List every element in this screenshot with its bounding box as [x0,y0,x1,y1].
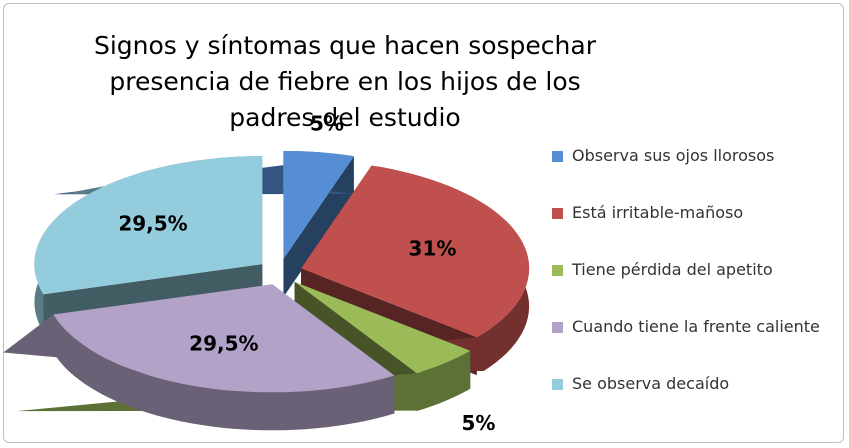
legend-label: Observa sus ojos llorosos [572,146,775,165]
slice-side [53,151,354,195]
slice-top [34,156,263,295]
legend-label: Está irritable-mañoso [572,203,744,222]
slice-top [53,284,395,393]
slice [3,284,395,431]
legend-label: Cuando tiene la frente caliente [572,317,820,336]
legend-label: Tiene pérdida del apetito [572,260,773,279]
legend-label: Se observa decaído [572,374,730,393]
legend-swatch [552,322,563,333]
legend-swatch [552,379,563,390]
data-label: 5% [310,111,344,135]
data-label: 5% [462,411,496,435]
slice-side [76,165,530,376]
chart-frame [3,3,844,443]
legend-item: Se observa decaído [548,373,843,430]
slice-side [3,314,395,431]
chart-title: Signos y síntomas que hacen sospechar pr… [93,31,596,132]
legend-item: Tiene pérdida del apetito [548,259,843,316]
legend-swatch [552,208,563,219]
slice-top [294,281,471,374]
legend-swatch [552,265,563,276]
data-label: 29,5% [189,331,258,355]
data-label: 31% [409,237,457,261]
data-label: 29,5% [118,212,187,236]
legend-item: Está irritable-mañoso [548,202,843,259]
slice-wall [283,156,354,297]
legend-item: Observa sus ojos llorosos [548,145,843,202]
legend-swatch [552,151,563,162]
slice-top [283,151,354,259]
slice [53,151,354,297]
legend-item: Cuando tiene la frente caliente [548,316,843,373]
legend: Observa sus ojos llorosos Está irritable-… [548,145,843,430]
slice-top [301,165,530,338]
